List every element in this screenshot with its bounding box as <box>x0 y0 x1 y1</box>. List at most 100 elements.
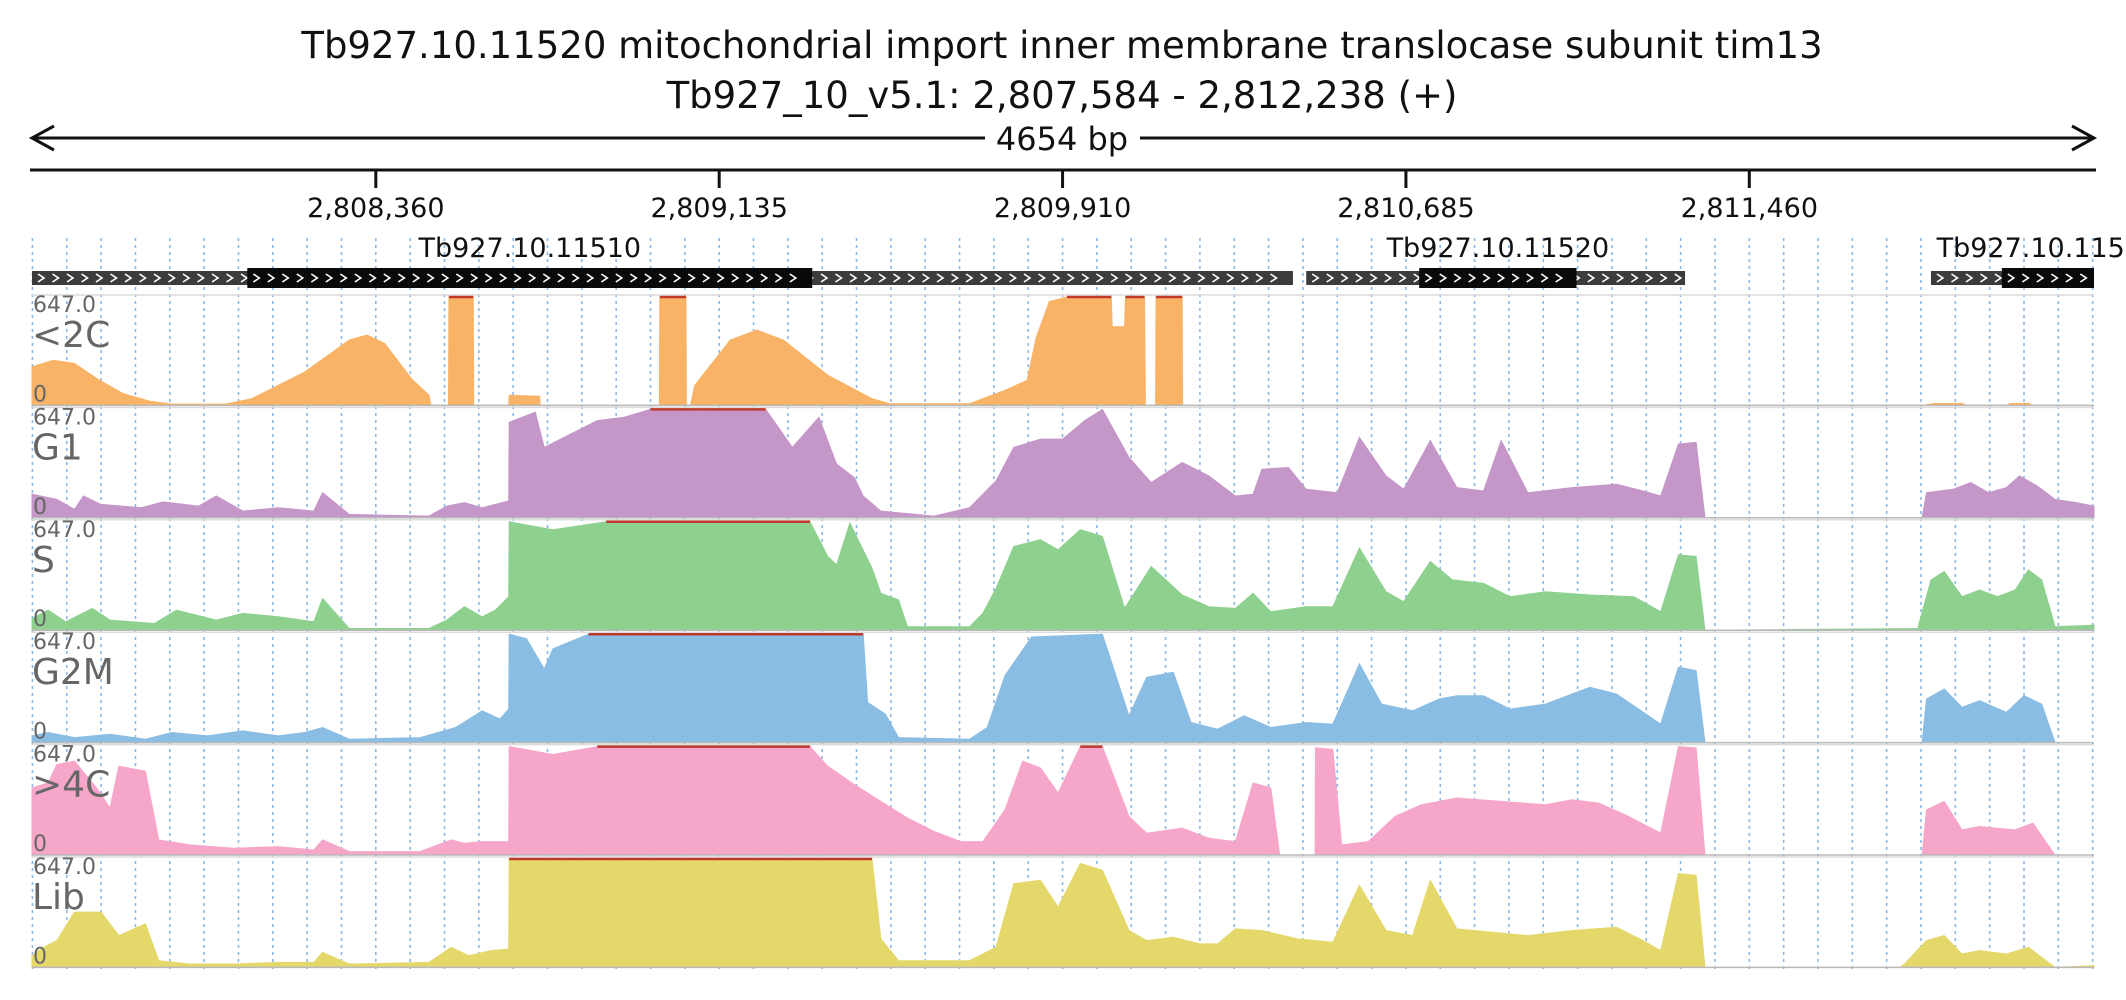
strand-chevron-icon <box>1311 273 1320 283</box>
strand-chevron-icon <box>1369 273 1378 283</box>
strand-chevron-icon <box>1183 273 1191 283</box>
axis-tick-label: 2,809,135 <box>650 193 787 224</box>
strand-chevron-icon <box>240 273 249 283</box>
coverage-track: 647.0 0 S <box>31 518 2095 632</box>
strand-chevron-icon <box>2050 273 2059 283</box>
strand-chevron-icon <box>2007 273 2016 283</box>
strand-chevron-icon <box>1951 273 1959 283</box>
strand-chevron-icon <box>211 273 220 283</box>
chart-title: Tb927.10.11520 mitochondrial import inne… <box>300 24 1822 67</box>
coverage-track: 647.0 0 >4C <box>31 743 2094 857</box>
strand-chevron-icon <box>1630 273 1639 283</box>
track-name-label: G1 <box>32 427 83 468</box>
strand-chevron-icon <box>849 273 858 283</box>
strand-chevron-icon <box>557 273 566 283</box>
strand-chevron-icon <box>789 273 798 283</box>
strand-chevron-icon <box>994 273 1003 283</box>
axis-tick-label: 2,811,460 <box>1681 193 1818 224</box>
strand-chevron-icon <box>1616 273 1625 283</box>
track-name-label: <2C <box>32 315 110 356</box>
coverage-track: 647.0 0 G2M <box>31 630 2094 745</box>
track-name-label: Lib <box>32 877 85 918</box>
strand-chevron-icon <box>339 273 348 283</box>
track-name-label: G2M <box>32 652 114 693</box>
strand-chevron-icon <box>1674 273 1683 283</box>
gene-cds-block <box>2001 268 2094 288</box>
strand-chevron-icon <box>2036 273 2045 283</box>
strand-chevron-icon <box>922 273 930 283</box>
strand-chevron-icon <box>139 273 147 283</box>
strand-chevron-icon <box>153 273 162 283</box>
strand-chevron-icon <box>1540 273 1549 283</box>
strand-chevron-icon <box>397 273 406 283</box>
track-max-label: 647.0 <box>33 743 96 768</box>
strand-chevron-icon <box>1241 273 1249 283</box>
strand-chevron-icon <box>1052 273 1061 283</box>
strand-chevron-icon <box>197 273 205 283</box>
strand-chevron-icon <box>600 273 609 283</box>
strand-chevron-icon <box>571 273 580 283</box>
track-max-label: 647.0 <box>33 518 96 543</box>
strand-chevron-icon <box>1168 273 1177 283</box>
gene-feature: Tb927.10.11520 <box>1306 233 1686 288</box>
coverage-area <box>31 296 2094 406</box>
strand-chevron-icon <box>980 273 988 283</box>
track-min-label: 0 <box>33 944 47 969</box>
track-name-label: >4C <box>32 765 110 806</box>
strand-chevron-icon <box>499 273 508 283</box>
strand-chevron-icon <box>951 273 959 283</box>
strand-chevron-icon <box>1555 273 1564 283</box>
gene-feature: Tb927.10.11530 <box>1930 233 2126 288</box>
strand-chevron-icon <box>1197 273 1206 283</box>
strand-chevron-icon <box>1468 273 1477 283</box>
gene-cds-block <box>1419 268 1577 288</box>
strand-chevron-icon <box>820 273 829 283</box>
strand-chevron-icon <box>1270 273 1278 283</box>
strand-chevron-icon <box>1936 273 1945 283</box>
strand-chevron-icon <box>1511 273 1520 283</box>
gene-feature: Tb927.10.11510 <box>32 233 1293 288</box>
track-max-label: 647.0 <box>33 293 96 318</box>
strand-chevron-icon <box>2065 273 2074 283</box>
strand-chevron-icon <box>1497 273 1506 283</box>
coverage-track: 647.0 0 Lib <box>31 855 2095 969</box>
strand-chevron-icon <box>907 273 916 283</box>
strand-chevron-icon <box>760 273 769 283</box>
strand-chevron-icon <box>1659 273 1668 283</box>
span-arrow-right-icon <box>2071 124 2098 152</box>
strand-chevron-icon <box>81 273 89 283</box>
gene-cds-block <box>247 268 813 288</box>
strand-chevron-icon <box>513 273 522 283</box>
coverage-area <box>31 521 2095 631</box>
strand-chevron-icon <box>1355 273 1364 283</box>
span-indicator: 4654 bp <box>28 120 2098 158</box>
track-min-label: 0 <box>33 832 47 857</box>
strand-chevron-icon <box>310 273 319 283</box>
coverage-tracks: 647.00<2C647.00G1647.00S647.00G2M647.00>… <box>31 293 2095 969</box>
track-min-label: 0 <box>33 495 47 520</box>
strand-chevron-icon <box>1340 273 1349 283</box>
strand-chevron-icon <box>412 273 421 283</box>
strand-chevron-icon <box>1398 273 1407 283</box>
strand-chevron-icon <box>731 273 740 283</box>
track-max-label: 647.0 <box>33 855 96 880</box>
strand-chevron-icon <box>1255 273 1264 283</box>
strand-chevron-icon <box>252 273 261 283</box>
strand-chevron-icon <box>1326 273 1335 283</box>
strand-chevron-icon <box>426 273 435 283</box>
strand-chevron-icon <box>1587 273 1596 283</box>
axis-tick-label: 2,808,360 <box>307 193 444 224</box>
strand-chevron-icon <box>325 273 334 283</box>
strand-chevron-icon <box>66 273 75 283</box>
strand-chevron-icon <box>281 273 290 283</box>
axis-tick-label: 2,810,685 <box>1337 193 1474 224</box>
strand-chevron-icon <box>878 273 887 283</box>
strand-chevron-icon <box>95 273 104 283</box>
track-name-label: S <box>32 540 55 581</box>
strand-chevron-icon <box>1453 273 1462 283</box>
strand-chevron-icon <box>1154 273 1162 283</box>
strand-chevron-icon <box>1023 273 1032 283</box>
strand-chevron-icon <box>484 273 493 283</box>
strand-chevron-icon <box>774 273 783 283</box>
